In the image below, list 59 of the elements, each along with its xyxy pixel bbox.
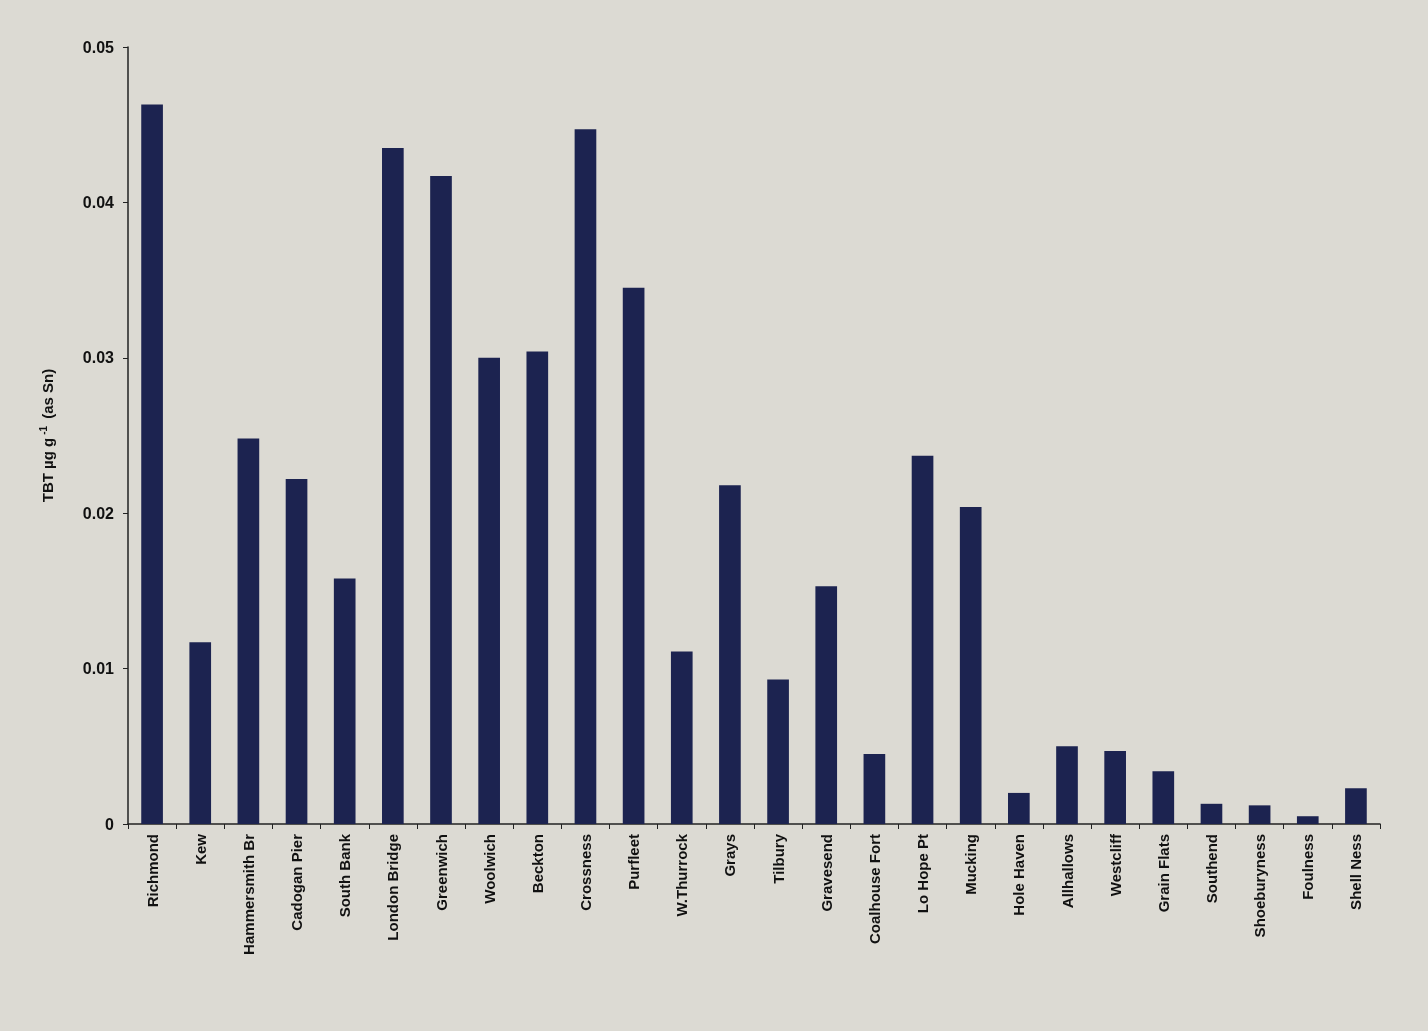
x-tick-label: Shell Ness <box>1347 834 1365 910</box>
bar <box>863 754 886 824</box>
x-tick-label: Grays <box>721 834 739 877</box>
x-tick-label: Allhallows <box>1058 834 1076 909</box>
bar <box>1008 792 1030 824</box>
x-tick-label: Lo Hope Pt <box>914 834 932 914</box>
bar <box>767 679 789 824</box>
y-axis-title: TBT µg g-1 (as Sn) <box>37 368 56 503</box>
x-tick-label: Kew <box>191 833 209 865</box>
x-tick-label: Greenwich <box>432 834 450 911</box>
x-tick-label: Southend <box>1202 834 1220 904</box>
x-tick-label: Beckton <box>528 834 546 894</box>
bar <box>1248 805 1271 824</box>
x-tick-label: Tilbury <box>769 833 787 884</box>
bar <box>189 642 212 824</box>
x-tick-label: Gravesend <box>817 834 835 912</box>
x-tick-label: Coalhouse Fort <box>865 834 883 945</box>
bar <box>1345 788 1367 824</box>
x-tick-label: Cadogan Pier <box>288 833 306 931</box>
x-tick-label: South Bank <box>336 833 354 918</box>
x-tick-label: Shoeburyness <box>1251 834 1269 938</box>
bar <box>670 651 693 824</box>
x-tick-label: Mucking <box>962 834 980 895</box>
bar <box>526 351 549 824</box>
bar <box>622 287 645 824</box>
x-tick-label: Hole Haven <box>1010 834 1028 916</box>
bar <box>237 438 260 824</box>
x-tick-label: Foulness <box>1299 834 1317 900</box>
y-tick-label: 0.05 <box>82 38 115 56</box>
y-tick-label: 0.01 <box>82 660 115 678</box>
bar <box>1056 746 1078 824</box>
x-tick-label: Hammersmith Br <box>239 833 257 955</box>
bar <box>1104 750 1126 824</box>
y-tick-label: 0 <box>105 815 115 833</box>
x-tick-label: Westcliff <box>1106 833 1124 897</box>
y-tick-label: 0.02 <box>82 504 115 522</box>
bar <box>1152 771 1175 824</box>
y-tick-label: 0.04 <box>82 193 115 211</box>
bar <box>719 485 741 824</box>
bar <box>333 578 356 824</box>
x-tick-label: Crossness <box>576 834 594 911</box>
bar <box>911 455 934 824</box>
bar <box>141 104 163 824</box>
x-tick-label: W.Thurrock <box>673 833 691 917</box>
bar <box>815 586 838 824</box>
x-tick-label: London Bridge <box>384 834 402 941</box>
bar <box>959 506 982 824</box>
bar <box>574 129 597 824</box>
bar <box>478 357 500 824</box>
bar <box>285 479 308 824</box>
bar <box>1200 803 1223 824</box>
bar <box>430 175 452 824</box>
y-tick-label: 0.03 <box>82 349 115 367</box>
bar <box>382 148 404 824</box>
x-tick-label: Grain Flats <box>1154 834 1172 913</box>
x-tick-label: Richmond <box>143 834 161 908</box>
x-tick-label: Purfleet <box>625 834 643 890</box>
x-tick-label: Woolwich <box>480 834 498 904</box>
bar <box>1296 816 1319 824</box>
